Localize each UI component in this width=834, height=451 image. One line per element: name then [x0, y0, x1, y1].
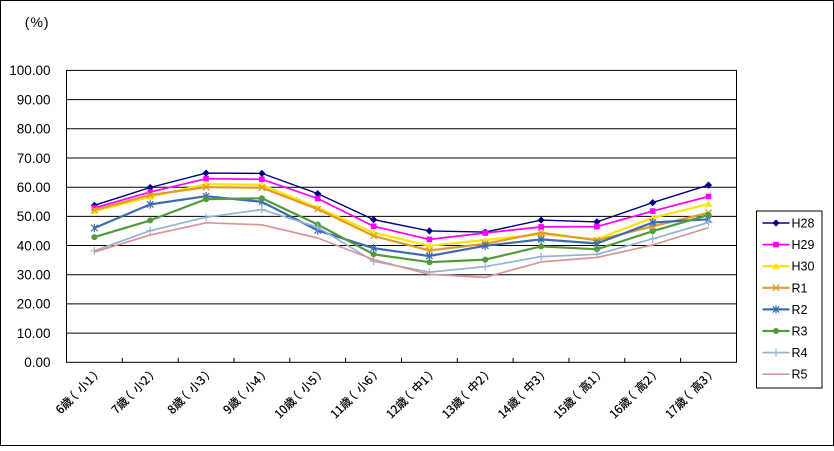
svg-text:R4: R4	[792, 346, 808, 360]
svg-text:80.00: 80.00	[17, 122, 51, 137]
svg-text:20.00: 20.00	[17, 297, 51, 312]
svg-text:50.00: 50.00	[17, 209, 51, 224]
svg-text:H29: H29	[792, 238, 815, 252]
svg-text:R3: R3	[792, 325, 808, 339]
svg-text:30.00: 30.00	[17, 268, 51, 283]
svg-text:H28: H28	[792, 217, 815, 231]
svg-text:60.00: 60.00	[17, 180, 51, 195]
svg-text:70.00: 70.00	[17, 151, 51, 166]
svg-text:(%): (%)	[25, 14, 50, 30]
svg-text:10.00: 10.00	[17, 326, 51, 341]
svg-text:R5: R5	[792, 368, 808, 382]
svg-text:H30: H30	[792, 260, 815, 274]
svg-text:0.00: 0.00	[24, 355, 50, 370]
svg-text:R2: R2	[792, 303, 808, 317]
svg-text:40.00: 40.00	[17, 238, 51, 253]
svg-text:100.00: 100.00	[9, 63, 50, 78]
svg-text:90.00: 90.00	[17, 92, 51, 107]
svg-text:R1: R1	[792, 281, 808, 295]
